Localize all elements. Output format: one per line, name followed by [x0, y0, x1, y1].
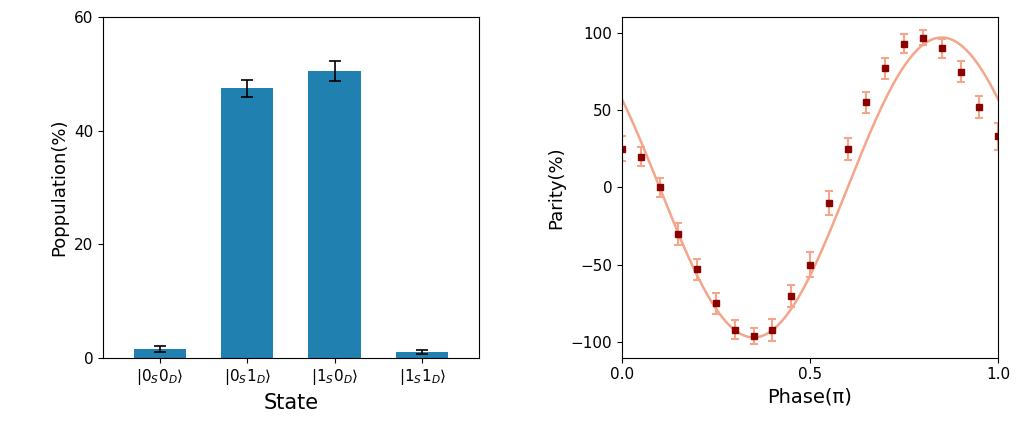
- Y-axis label: Poppulation(%): Poppulation(%): [50, 119, 68, 256]
- Bar: [134, 349, 186, 358]
- X-axis label: State: State: [263, 393, 319, 413]
- Bar: [396, 352, 449, 358]
- X-axis label: Phase(π): Phase(π): [768, 388, 852, 407]
- Y-axis label: Parity(%): Parity(%): [547, 146, 565, 229]
- Bar: [221, 88, 274, 358]
- Bar: [309, 71, 361, 358]
